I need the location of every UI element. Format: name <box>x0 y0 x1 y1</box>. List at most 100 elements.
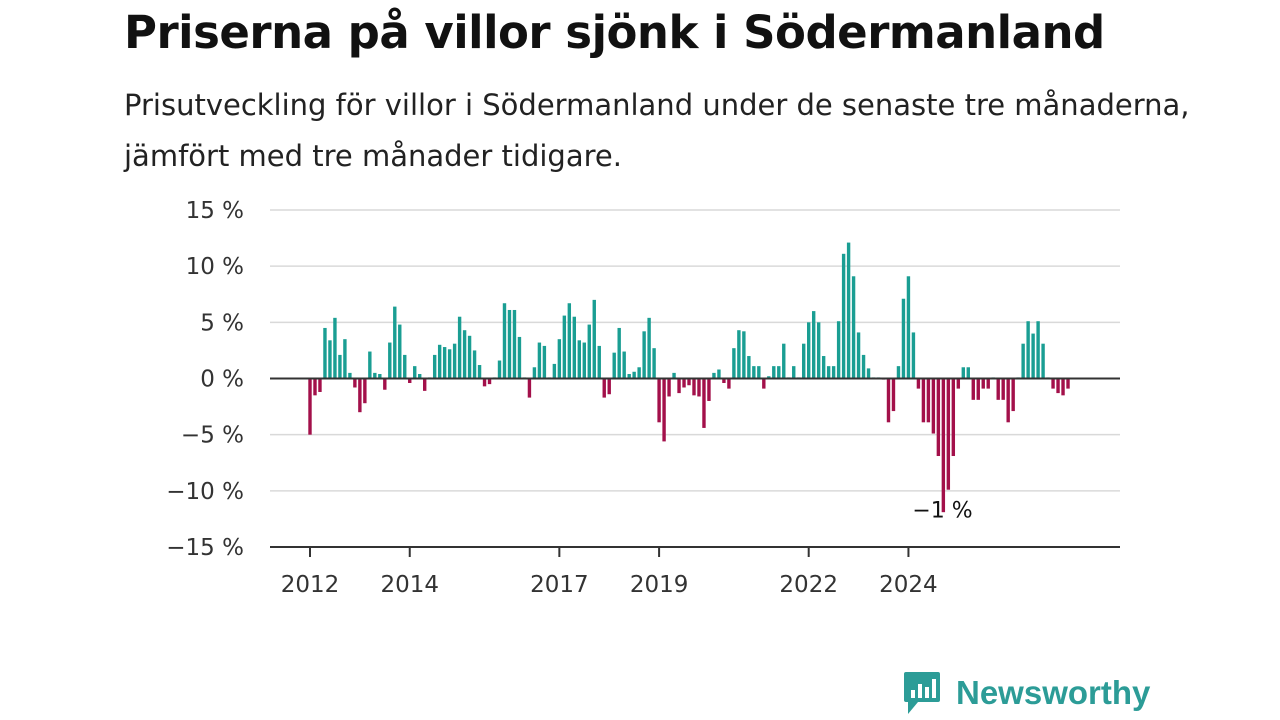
x-tick-label: 2019 <box>630 572 689 598</box>
bar <box>981 378 985 389</box>
bar <box>562 315 567 379</box>
bar <box>672 372 676 379</box>
bar <box>931 378 936 434</box>
bar <box>472 350 477 379</box>
bar <box>966 367 970 379</box>
bar <box>403 354 407 379</box>
bar <box>408 378 412 383</box>
bar <box>577 340 581 379</box>
bar <box>662 378 666 442</box>
bar <box>607 378 611 395</box>
bar <box>951 378 956 457</box>
bar <box>732 348 736 379</box>
bar <box>1031 333 1035 379</box>
x-tick-label: 2012 <box>281 572 340 598</box>
bar <box>996 378 1000 400</box>
x-axis-ticks: 2012 2014 2017 2019 2022 2024 <box>281 547 938 598</box>
bar <box>886 378 891 423</box>
bar <box>497 360 502 379</box>
bar <box>772 366 776 379</box>
bar <box>517 336 522 379</box>
bar <box>802 343 806 379</box>
bar <box>1041 343 1045 379</box>
y-tick-label: 15 % <box>186 198 244 224</box>
bar <box>318 378 322 392</box>
bar <box>467 335 472 379</box>
bar <box>647 317 651 379</box>
bar <box>1001 378 1005 400</box>
bar <box>527 378 532 398</box>
bar <box>911 332 916 379</box>
chart-title: Priserna på villor sjönk i Södermanland <box>124 6 1105 59</box>
axes <box>270 377 1120 548</box>
bar <box>447 349 452 379</box>
bar <box>532 367 537 379</box>
bar <box>1061 378 1065 396</box>
y-axis-ticks: 15 % 10 % 5 % 0 % −5 % −10 % −15 % <box>166 198 244 561</box>
bar <box>1021 343 1025 379</box>
bar <box>373 372 377 379</box>
bar <box>826 366 831 379</box>
bar <box>986 378 990 389</box>
bar <box>841 253 846 379</box>
bar <box>851 276 856 379</box>
bar <box>502 303 507 379</box>
bar <box>836 321 841 379</box>
bar <box>861 354 866 379</box>
bar <box>777 366 781 379</box>
bar <box>936 378 941 457</box>
bar <box>946 378 951 490</box>
bar <box>961 367 965 379</box>
bar <box>612 352 616 379</box>
bar <box>697 378 701 397</box>
newsworthy-logo-icon <box>904 672 940 714</box>
bar <box>622 351 626 379</box>
bar <box>712 372 716 379</box>
bar <box>358 378 362 413</box>
bar <box>542 345 547 379</box>
bar <box>762 378 766 389</box>
newsworthy-logo: Newsworthy <box>902 670 1150 716</box>
bar <box>752 366 756 379</box>
bar <box>617 327 621 379</box>
bar <box>652 348 656 379</box>
bar <box>792 366 796 379</box>
bar <box>921 378 926 423</box>
bar <box>378 374 382 379</box>
bar <box>727 378 731 389</box>
bar <box>477 365 482 379</box>
bar <box>682 378 686 388</box>
x-tick-label: 2014 <box>380 572 439 598</box>
bar <box>1026 321 1030 379</box>
bar <box>866 368 871 379</box>
x-tick-label: 2022 <box>779 572 838 598</box>
bar <box>388 342 392 379</box>
bar <box>462 330 467 379</box>
bar <box>348 372 352 379</box>
bar-series <box>308 242 1070 513</box>
bar <box>507 309 512 379</box>
bar <box>667 378 671 397</box>
grid-lines <box>270 209 1120 492</box>
bar <box>552 363 557 379</box>
bar <box>891 378 896 412</box>
bar <box>537 342 542 379</box>
y-tick-label: 10 % <box>186 254 244 280</box>
bar <box>941 378 946 513</box>
bar <box>437 344 442 379</box>
bar <box>811 311 816 379</box>
bar <box>368 351 372 379</box>
bar <box>482 378 487 387</box>
bar <box>971 378 975 400</box>
bar <box>308 378 312 435</box>
bar <box>1051 378 1055 389</box>
bar <box>338 354 342 379</box>
y-tick-label: 5 % <box>200 310 244 336</box>
bar <box>642 331 646 379</box>
bar <box>687 378 691 386</box>
bar <box>512 309 517 379</box>
bar <box>916 378 921 389</box>
bar <box>413 366 417 379</box>
bar <box>1036 321 1040 379</box>
